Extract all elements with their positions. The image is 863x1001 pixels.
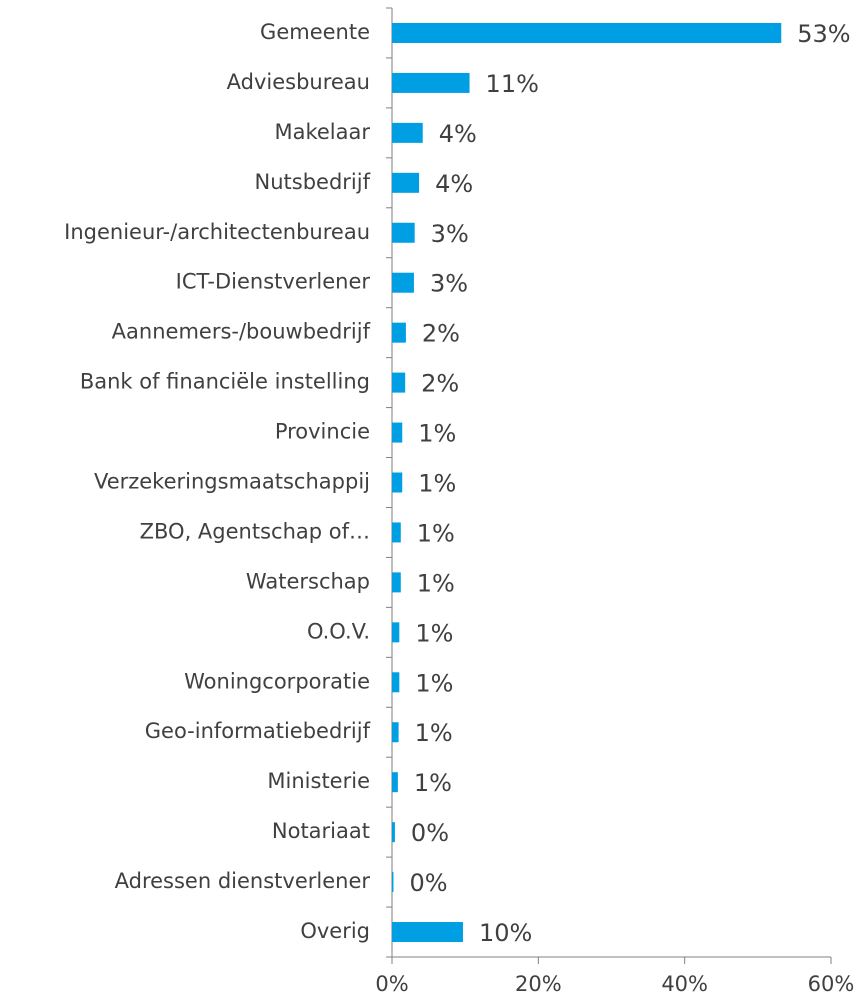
data-label: 1% xyxy=(415,669,453,697)
bar xyxy=(392,922,463,943)
y-tick-label: ICT-Dienstverlener xyxy=(176,270,371,294)
bar xyxy=(392,522,401,543)
data-label: 3% xyxy=(431,220,469,248)
y-tick-label: Ingenieur-/architectenbureau xyxy=(64,220,370,244)
y-tick-label: Makelaar xyxy=(274,120,370,144)
bar xyxy=(392,622,400,643)
y-tick-label: Nutsbedrijf xyxy=(255,170,371,194)
bar xyxy=(392,372,406,393)
y-tick-label: Waterschap xyxy=(246,569,370,593)
y-tick-label: Provincie xyxy=(275,420,370,444)
data-label: 1% xyxy=(417,569,455,597)
x-tick-label: 0% xyxy=(375,972,408,996)
data-label: 1% xyxy=(415,719,453,747)
x-tick-label: 20% xyxy=(515,972,562,996)
bar xyxy=(392,572,401,593)
bar xyxy=(392,472,403,493)
bar xyxy=(392,722,399,743)
data-label: 4% xyxy=(439,120,477,148)
bar xyxy=(392,122,423,143)
bar xyxy=(392,272,414,293)
y-tick-label: O.O.V. xyxy=(307,619,370,643)
y-tick-label: Bank of financiële instelling xyxy=(80,370,370,394)
bar xyxy=(392,822,395,843)
y-tick-label: Verzekeringsmaatschappij xyxy=(94,470,370,494)
data-label: 0% xyxy=(409,869,447,897)
x-tick-label: 40% xyxy=(661,972,708,996)
data-label: 1% xyxy=(418,470,456,498)
y-tick-label: Adressen dienstverlener xyxy=(115,869,371,893)
data-label: 53% xyxy=(797,20,850,48)
y-tick-label: ZBO, Agentschap of… xyxy=(140,519,370,543)
y-tick-label: Aannemers-/bouwbedrijf xyxy=(112,320,371,344)
data-label: 2% xyxy=(421,370,459,398)
bar xyxy=(392,172,420,193)
data-label: 1% xyxy=(417,519,455,547)
data-label: 1% xyxy=(414,769,452,797)
y-tick-label: Adviesbureau xyxy=(227,70,370,94)
bar xyxy=(392,672,400,693)
data-label: 10% xyxy=(479,919,532,947)
y-tick-label: Overig xyxy=(300,919,370,943)
data-label: 1% xyxy=(418,420,456,448)
y-tick-label: Ministerie xyxy=(267,769,370,793)
y-tick-label: Woningcorporatie xyxy=(184,669,370,693)
data-label: 11% xyxy=(486,70,539,98)
bar xyxy=(392,772,398,793)
bar xyxy=(392,322,406,343)
bar xyxy=(392,72,470,93)
y-tick-label: Gemeente xyxy=(260,20,370,44)
data-label: 2% xyxy=(422,320,460,348)
data-label: 3% xyxy=(430,270,468,298)
bar xyxy=(392,222,415,243)
bar xyxy=(392,22,782,43)
x-tick-label: 60% xyxy=(808,972,855,996)
data-label: 1% xyxy=(415,619,453,647)
bar xyxy=(392,872,394,893)
bar xyxy=(392,422,403,443)
y-tick-label: Notariaat xyxy=(272,819,370,843)
y-tick-label: Geo-informatiebedrijf xyxy=(145,719,371,743)
data-label: 0% xyxy=(411,819,449,847)
data-label: 4% xyxy=(435,170,473,198)
